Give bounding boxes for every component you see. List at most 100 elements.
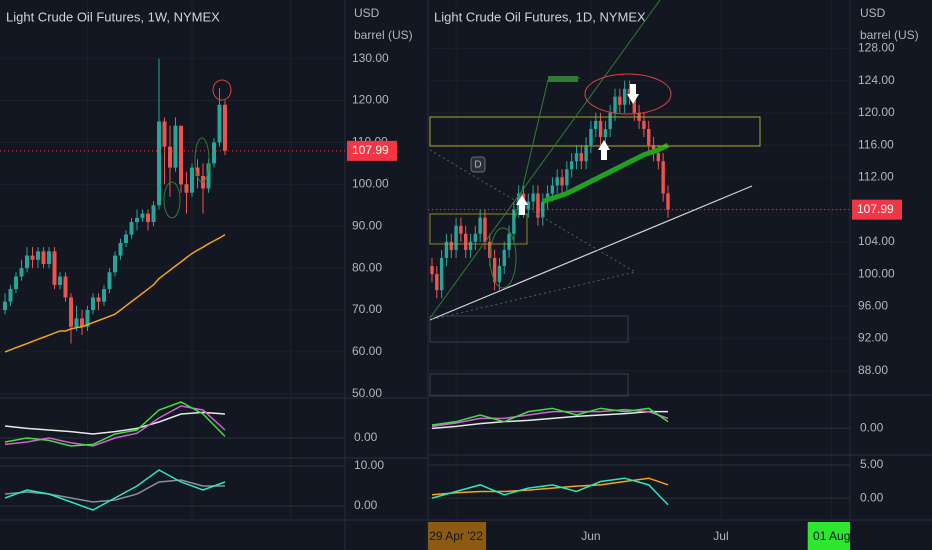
candle-body (555, 177, 559, 186)
y-tick-label: 88.00 (858, 363, 888, 377)
candle-body (589, 128, 593, 146)
candle-body (173, 125, 178, 168)
chart-title: Light Crude Oil Futures, 1W, NYMEX (6, 9, 220, 24)
trend-line (429, 185, 753, 321)
circle (194, 137, 210, 183)
candle-body (168, 146, 172, 168)
circle (489, 227, 517, 289)
candle-body (179, 125, 183, 185)
zone-box (429, 213, 528, 245)
price-label: 107.99 (352, 143, 389, 157)
date-highlight (428, 522, 487, 550)
candle-body (91, 297, 95, 311)
candle-body (25, 255, 29, 269)
candle-body (574, 153, 579, 162)
circle (212, 79, 232, 101)
chart-title: Light Crude Oil Futures, 1D, NYMEX (434, 9, 646, 24)
x-tick-label: Jul (713, 529, 728, 543)
candle-body (69, 297, 73, 327)
pane-tick-label: 5.00 (860, 457, 884, 471)
marker-label: D (474, 160, 481, 171)
candle-body (146, 213, 150, 223)
x-tick-label: 29 Apr '22 (429, 529, 483, 543)
candle-body (217, 104, 222, 143)
candle-body (30, 255, 35, 260)
trend-line (429, 0, 661, 319)
candle-body (541, 201, 545, 218)
price-label-box (347, 140, 397, 161)
candle-body (8, 289, 13, 302)
candle-body (58, 276, 62, 285)
candle-body (526, 201, 531, 210)
x-tick-label: 01 Aug (813, 529, 850, 543)
candle-body (444, 241, 449, 258)
zone-box (429, 315, 629, 343)
candle-body (502, 249, 506, 267)
candle-body (80, 318, 84, 327)
moving-average (541, 142, 670, 204)
candle-body (594, 120, 598, 129)
candle-body (96, 297, 101, 302)
indicator-line (431, 407, 669, 426)
candle-body (107, 272, 112, 290)
candle-body (454, 225, 458, 250)
up-arrows (516, 140, 610, 215)
candle-body (449, 241, 453, 250)
candle-body (507, 233, 511, 250)
candle-body (666, 193, 670, 210)
date-highlight (807, 522, 850, 550)
y-tick-label: 90.00 (352, 218, 382, 232)
candle-body (478, 217, 482, 234)
candle-body (157, 121, 161, 206)
candle-body (52, 251, 57, 285)
candle-body (212, 142, 216, 164)
candle-body (488, 241, 492, 258)
candle-body (3, 301, 7, 311)
candle-body (102, 289, 106, 302)
candle-body (536, 193, 540, 218)
candle-body (512, 209, 516, 234)
pane-tick-label: 0.00 (860, 490, 884, 504)
candle-body (598, 120, 603, 138)
y-tick-label: 120.00 (858, 105, 895, 119)
candle-body (195, 167, 200, 176)
price-label-box (852, 199, 902, 220)
y-tick-label: 128.00 (858, 41, 895, 55)
candle-body (656, 153, 661, 162)
y-tick-label: 104.00 (858, 234, 895, 248)
candle-body (47, 251, 51, 264)
candle-body (468, 241, 473, 250)
candle-body (439, 257, 444, 291)
candle-body (473, 233, 478, 242)
candle-body (184, 184, 189, 193)
candle-body (190, 167, 194, 193)
candle-body (483, 217, 487, 242)
candle-body (124, 234, 128, 243)
unit: USD (860, 6, 886, 20)
candle-body (661, 161, 665, 194)
candle-body (531, 193, 535, 202)
arrow-head (548, 76, 578, 82)
chart-panel: 2022MaySep (0, 0, 345, 520)
zone-box (429, 116, 761, 147)
candle-body (140, 213, 145, 218)
candle-body (569, 161, 574, 170)
indicator-line (4, 401, 226, 447)
candle-body (565, 169, 569, 186)
candle-body (223, 104, 227, 151)
candle-body (618, 96, 622, 105)
candle-body (36, 251, 40, 260)
candle-body (151, 205, 156, 223)
circle (584, 73, 672, 115)
unit: USD (354, 6, 380, 20)
candle-body (632, 96, 636, 113)
down-arrow (627, 84, 639, 104)
candle-body (206, 163, 211, 189)
y-tick-label: 124.00 (858, 73, 895, 87)
candle-body (430, 266, 434, 275)
pane-tick-label: 0.00 (354, 430, 378, 444)
candle-body (550, 185, 555, 194)
y-tick-label: 120.00 (352, 93, 389, 107)
candle-body (459, 225, 463, 234)
